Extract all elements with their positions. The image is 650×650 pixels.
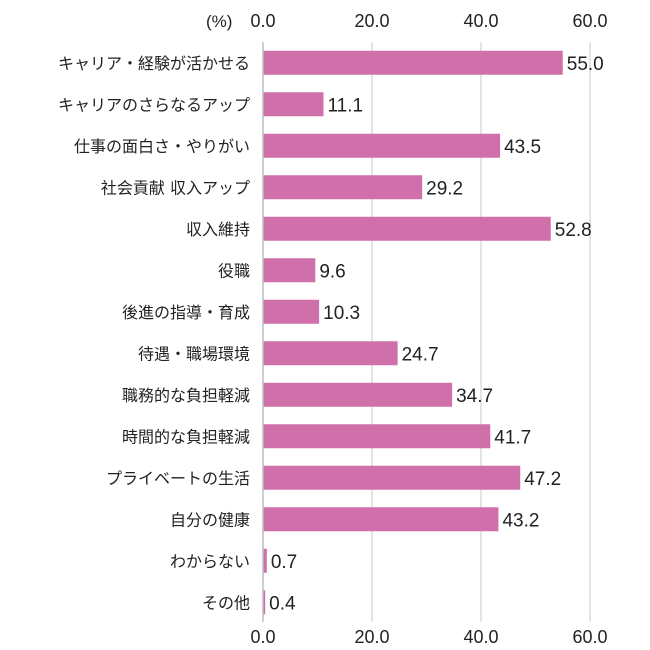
bar [263,507,499,532]
category-label: プライベートの生活 [106,469,250,488]
category-label: わからない [170,552,250,571]
category-label: 待遇・職場環境 [138,344,250,363]
category-labels: キャリア・経験が活かせるキャリアのさらなるアップ仕事の面白さ・やりがい社会貢献 … [58,54,250,613]
value-label: 24.7 [402,344,439,365]
bar [263,341,398,366]
bar [263,50,563,75]
bar [263,175,423,200]
category-label: キャリアのさらなるアップ [58,95,250,114]
category-label: 収入維持 [186,220,250,239]
category-label: 社会貢献 収入アップ [101,178,250,197]
value-label: 0.7 [271,552,297,573]
axis-unit-label: (%) [206,12,232,31]
category-label: 仕事の面白さ・やりがい [74,137,250,156]
value-label: 0.4 [269,593,296,614]
value-label: 34.7 [456,386,493,407]
bar [263,299,320,324]
value-label: 9.6 [319,261,345,282]
category-label: 時間的な負担軽減 [122,427,250,446]
value-labels: 55.0 11.1 43.5 29.2 52.8 9.6 10.3 24.7 34.741.7 4… [269,54,604,615]
tick-label-top: 60.0 [572,11,607,31]
bar [263,258,316,283]
value-label: 29.2 [426,178,463,199]
bar [263,133,501,158]
tick-label-top: 0.0 [250,11,275,31]
tick-label-bottom: 60.0 [572,627,607,647]
category-label: 役職 [218,261,250,280]
value-label: 10.3 [323,303,360,324]
bar [263,590,266,615]
value-label: 52.8 [555,220,592,241]
value-label: 55.0 [567,54,604,75]
value-label: 47.2 [524,469,561,490]
category-label: その他 [202,593,250,612]
bar [263,465,521,490]
bar [263,216,551,241]
value-label: 43.5 [504,137,541,158]
tick-label-top: 20.0 [354,11,389,31]
gridlines [371,42,591,622]
bars [263,50,563,615]
bar [263,424,491,449]
tick-label-bottom: 20.0 [354,627,389,647]
category-label: 職務的な負担軽減 [122,386,250,405]
tick-label-top: 40.0 [463,11,498,31]
tick-label-bottom: 40.0 [463,627,498,647]
category-label: 後進の指導・育成 [122,303,250,322]
category-label: 自分の健康 [170,510,250,529]
tick-label-bottom: 0.0 [250,627,275,647]
bar [263,92,324,117]
bar [263,382,453,407]
bar [263,548,267,573]
category-label: キャリア・経験が活かせる [58,54,250,73]
tick-labels: 0.0 0.0 20.0 20.0 40.0 40.0 60.0 60.0 [250,11,607,647]
value-label: 11.1 [327,95,363,116]
value-label: 43.2 [502,510,539,531]
value-label: 41.7 [494,427,531,448]
